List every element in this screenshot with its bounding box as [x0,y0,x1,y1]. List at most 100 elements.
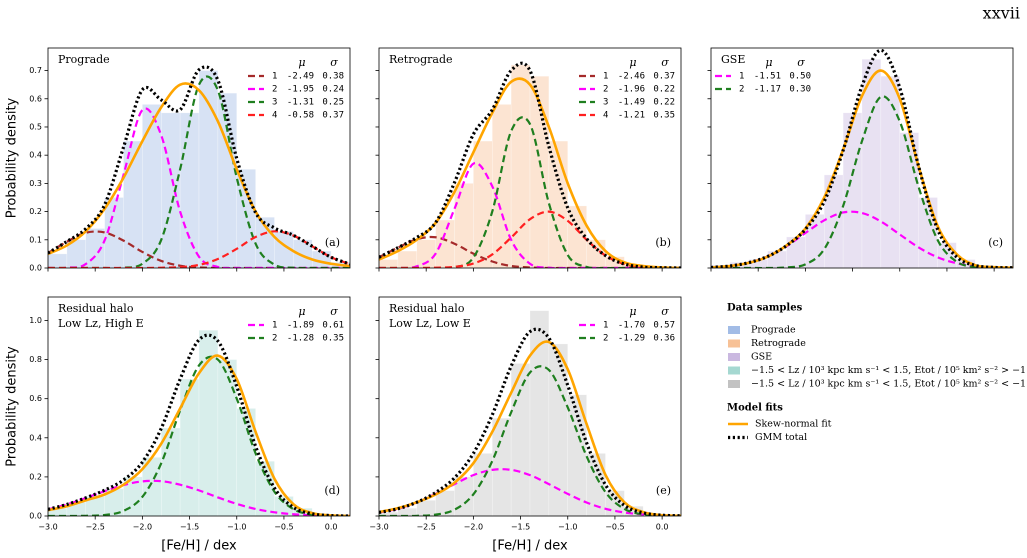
histogram-bar [435,219,455,268]
legend-entry-sigma: 0.25 [322,98,344,108]
histogram-bar [397,250,417,268]
x-tick-label: −1.0 [558,523,577,532]
component-curve [379,161,681,268]
y-tick-label: 0.0 [29,512,42,521]
panel-title: Residual halo [58,302,134,315]
x-axis-label: [Fe/H] / dex [492,539,568,554]
histogram-bar [416,500,436,516]
plot-area [379,61,681,268]
y-axis-label: Probability density [5,346,20,467]
panel: GSE (c) μ σ 1 -1.51 0.50 2 -1.17 0.30 [707,47,1014,272]
histogram-bar [161,112,181,268]
panel: 0.0 0.1 0.2 0.3 0.4 0.5 0.6 0.7 Probability dens… [5,47,351,273]
legend-header-mu: μ [629,305,636,318]
legend-entry-mu: -2.46 [618,72,645,82]
x-tick-label: −1.0 [227,523,246,532]
axes-frame [378,47,682,269]
legend-entry-sigma: 0.22 [653,98,675,108]
legend-header-mu: μ [298,56,305,69]
legend-entry-name: 4 [603,111,608,121]
legend-entry-name: 1 [603,72,608,82]
axes-frame [710,47,1014,269]
legend-entry-mu: -1.51 [754,72,781,82]
legend-entry-name: 4 [272,111,277,121]
x-tick-label: 0.0 [656,523,669,532]
page-header: xxvii [983,4,1020,23]
x-axis-label: [Fe/H] / dex [161,539,237,554]
histogram-bar [454,476,474,516]
y-tick-label: 0.4 [29,433,42,442]
y-tick-label: 0.1 [29,235,42,244]
legend-entry-sigma: 0.22 [653,85,675,95]
legend-title: Model fits [727,403,783,414]
legend-entry-sigma: 0.35 [322,334,344,344]
histogram-bar [236,169,256,268]
legend-entry-name: 1 [272,72,277,82]
plot-area [711,48,1013,268]
legend-entry-name: 2 [603,85,608,95]
component-curve [379,468,681,516]
x-tick-label: −2.5 [85,523,104,532]
legend-title: Data samples [727,303,803,314]
x-tick-label: −0.5 [274,523,293,532]
x-tick-label: −2.5 [416,523,435,532]
y-tick-label: 0.6 [29,94,42,103]
panel: Retrograde (b) μ σ 1 -2.46 0.37 2 -1.96 0.22 3 -1.4… [375,47,682,272]
panel: −3.0 −2.5 −2.0 −1.5 −1.0 −0.5 0.0 [Fe/H] / dex R… [369,296,682,554]
legend-header-sigma: σ [330,56,338,69]
y-tick-label: 0.6 [29,394,42,403]
x-tick-label: −1.5 [180,523,199,532]
panel-title: GSE [721,53,745,66]
y-axis-label: Probability density [5,97,20,218]
gmm-total-curve [48,333,350,516]
legend-header-mu: μ [298,305,305,318]
legend-header-mu: μ [765,56,772,69]
legend-entry-mu: -0.58 [287,111,314,121]
legend-entry-name: 1 [739,72,744,82]
histogram-bar [492,417,512,516]
x-tick-label: −1.5 [511,523,530,532]
legend-entry-sigma: 0.37 [322,111,344,121]
histogram-bar [454,183,474,268]
legend-entry: Prograde [751,325,796,336]
legend-entry-sigma: 0.61 [322,321,344,331]
histogram-bar [473,140,493,268]
x-tick-label: 0.0 [325,523,338,532]
legend-patch [728,326,740,334]
panel: 0.0 0.2 0.4 0.6 0.8 1.0 −3.0 −2.5 −2.0 −1.5 −1.0 −0… [5,296,351,554]
axes-frame [47,296,351,517]
legend-header-mu: μ [629,56,636,69]
legend-entry: Retrograde [751,338,806,349]
legend-entry-sigma: 0.50 [789,72,811,82]
legend-entry-mu: -1.17 [754,85,781,95]
component-curve [379,116,681,268]
panel-title: Low Lz, Low E [389,317,471,330]
legend-entry-mu: -1.89 [287,321,314,331]
gmm-total-curve [48,65,350,266]
legend-entry-name: 3 [603,98,608,108]
x-tick-label: −2.0 [464,523,483,532]
legend-patch [728,353,740,361]
component-curve [48,479,350,516]
legend-entry-sigma: 0.24 [322,85,344,95]
gmm-total-curve [711,48,1013,268]
legend-entry-name: 1 [603,321,608,331]
legend-patch [728,366,740,375]
axes-frame [378,296,682,517]
plot-area [48,65,350,268]
legend-entry-sigma: 0.38 [322,72,344,82]
legend-entry: −1.5 < Lz / 10³ kpc km s⁻¹ < 1.5, Etot /… [751,365,1027,376]
legend-entry: Skew-normal fit [755,419,832,430]
legend-header-sigma: σ [330,305,338,318]
y-tick-label: 0.3 [29,179,42,188]
histogram-bar [255,461,275,516]
legend-entry-mu: -1.29 [618,334,645,344]
histogram-bar [48,253,68,268]
y-tick-label: 0.2 [29,472,42,481]
legend-header-sigma: σ [661,56,669,69]
histogram-bar [880,75,900,268]
skew-normal-curve [711,69,1013,268]
legend-entry-sigma: 0.57 [653,321,675,331]
legend-patch [728,339,740,348]
